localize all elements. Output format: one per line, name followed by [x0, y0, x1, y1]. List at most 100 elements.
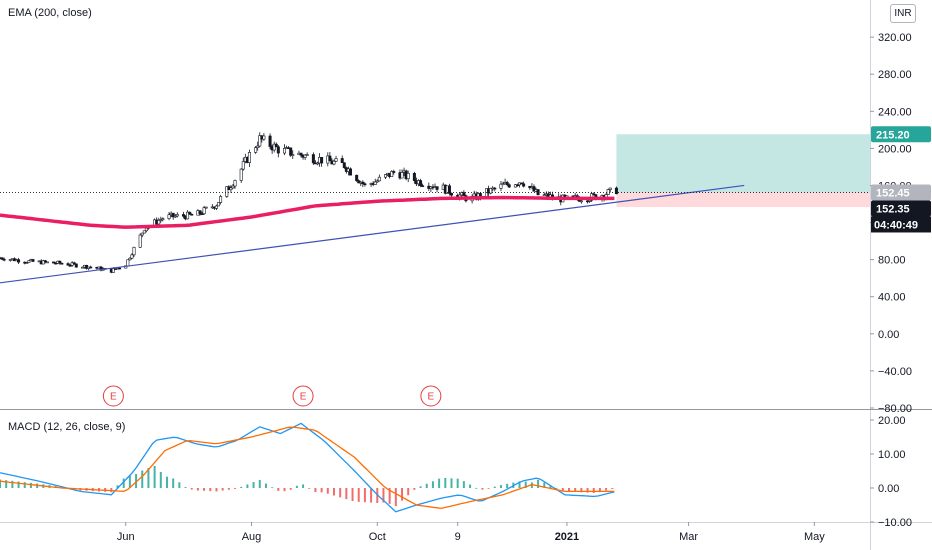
candle[interactable]	[217, 202, 221, 207]
candle[interactable]	[489, 187, 493, 195]
candle[interactable]	[74, 263, 78, 268]
candle[interactable]	[89, 265, 93, 269]
candle[interactable]	[58, 260, 62, 265]
candle[interactable]	[262, 133, 266, 141]
candle[interactable]	[66, 262, 70, 266]
candle[interactable]	[377, 174, 381, 182]
candle[interactable]	[132, 246, 136, 257]
candle[interactable]	[186, 210, 190, 220]
candle[interactable]	[128, 257, 132, 261]
candle[interactable]	[289, 147, 293, 157]
candle[interactable]	[400, 169, 404, 179]
candle[interactable]	[421, 183, 425, 188]
candle[interactable]	[311, 152, 315, 165]
candle[interactable]	[181, 211, 185, 219]
earnings-event-marker[interactable]: E	[292, 385, 314, 407]
candle[interactable]	[256, 141, 260, 151]
candle[interactable]	[258, 132, 262, 148]
candle[interactable]	[499, 181, 503, 192]
candle[interactable]	[505, 180, 509, 187]
signal-line[interactable]	[0, 426, 615, 510]
candle[interactable]	[60, 262, 64, 265]
earnings-event-marker[interactable]: E	[102, 385, 124, 407]
macd-line[interactable]	[0, 422, 615, 513]
candle[interactable]	[320, 157, 324, 167]
candle[interactable]	[272, 141, 276, 153]
candle[interactable]	[375, 179, 379, 183]
main-legend-title[interactable]: EMA (200, close)	[8, 7, 92, 19]
target-zone[interactable]	[616, 134, 870, 193]
candle[interactable]	[493, 186, 497, 192]
candle[interactable]	[41, 259, 45, 265]
macd-legend-title[interactable]: MACD (12, 26, close, 9)	[8, 421, 125, 433]
price-tag[interactable]: 152.35	[871, 200, 931, 217]
candle[interactable]	[592, 192, 596, 196]
candle[interactable]	[283, 144, 287, 156]
earnings-event-marker[interactable]: E	[420, 385, 442, 407]
candle[interactable]	[190, 213, 194, 216]
candle[interactable]	[532, 184, 536, 192]
currency-badge[interactable]: INR	[890, 4, 916, 23]
candle[interactable]	[0, 256, 4, 261]
candle[interactable]	[204, 206, 208, 209]
candle[interactable]	[291, 150, 295, 160]
candle[interactable]	[2, 257, 6, 262]
candle[interactable]	[334, 155, 338, 162]
price-tag[interactable]: 215.20	[871, 126, 931, 143]
candle[interactable]	[355, 174, 359, 182]
candle[interactable]	[449, 192, 453, 197]
candle[interactable]	[233, 179, 237, 189]
candle[interactable]	[229, 185, 233, 193]
candle[interactable]	[159, 216, 163, 223]
candle[interactable]	[173, 214, 177, 219]
candle[interactable]	[315, 161, 319, 166]
candle[interactable]	[412, 171, 416, 184]
trendline[interactable]	[0, 184, 745, 284]
candle[interactable]	[361, 180, 365, 188]
candle[interactable]	[276, 145, 280, 158]
candle[interactable]	[80, 266, 84, 269]
candle[interactable]	[247, 149, 251, 167]
candle[interactable]	[219, 194, 223, 205]
candle[interactable]	[406, 170, 410, 183]
candle[interactable]	[390, 170, 394, 178]
candle[interactable]	[118, 267, 122, 270]
candle[interactable]	[17, 257, 21, 264]
candle[interactable]	[171, 212, 175, 220]
candle[interactable]	[31, 258, 35, 262]
candle[interactable]	[161, 217, 165, 222]
candle[interactable]	[357, 179, 361, 184]
candle[interactable]	[130, 253, 134, 260]
candle[interactable]	[305, 152, 309, 156]
candle[interactable]	[167, 212, 171, 221]
candle[interactable]	[200, 211, 204, 216]
candle[interactable]	[614, 186, 618, 195]
candle[interactable]	[202, 205, 206, 215]
candle[interactable]	[239, 168, 243, 183]
candle[interactable]	[198, 210, 202, 216]
price-tag[interactable]: 152.45	[871, 184, 931, 201]
candle[interactable]	[175, 212, 179, 218]
candle[interactable]	[536, 189, 540, 196]
candle[interactable]	[606, 188, 610, 196]
candle[interactable]	[507, 183, 511, 189]
candle[interactable]	[8, 258, 12, 262]
candle[interactable]	[363, 182, 367, 187]
candle[interactable]	[608, 187, 612, 193]
candle[interactable]	[501, 181, 505, 186]
candle[interactable]	[542, 192, 546, 196]
candle[interactable]	[392, 169, 396, 175]
candle[interactable]	[299, 152, 303, 158]
candle[interactable]	[303, 154, 307, 160]
candle[interactable]	[342, 162, 346, 170]
candle[interactable]	[52, 261, 56, 264]
candle[interactable]	[520, 182, 524, 185]
candle[interactable]	[241, 157, 245, 171]
candle[interactable]	[214, 204, 218, 210]
candle[interactable]	[447, 183, 451, 196]
candle[interactable]	[462, 190, 466, 196]
candle[interactable]	[225, 186, 229, 198]
candle[interactable]	[188, 211, 192, 215]
stop-zone[interactable]	[616, 192, 870, 208]
